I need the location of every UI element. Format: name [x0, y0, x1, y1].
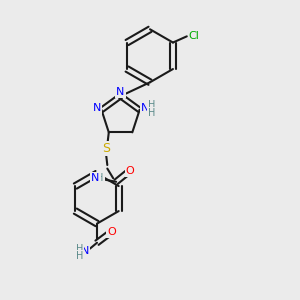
- Text: H: H: [76, 251, 83, 261]
- Text: O: O: [126, 166, 134, 176]
- Text: N: N: [116, 87, 125, 97]
- Text: N: N: [91, 173, 100, 183]
- Text: H: H: [148, 100, 156, 110]
- Text: S: S: [102, 142, 110, 155]
- Text: N: N: [141, 103, 150, 113]
- Text: N: N: [80, 246, 89, 256]
- Text: Cl: Cl: [189, 31, 200, 41]
- Text: H: H: [76, 244, 83, 254]
- Text: H: H: [148, 108, 156, 118]
- Text: O: O: [107, 227, 116, 237]
- Text: N: N: [93, 103, 101, 113]
- Text: H: H: [96, 173, 103, 183]
